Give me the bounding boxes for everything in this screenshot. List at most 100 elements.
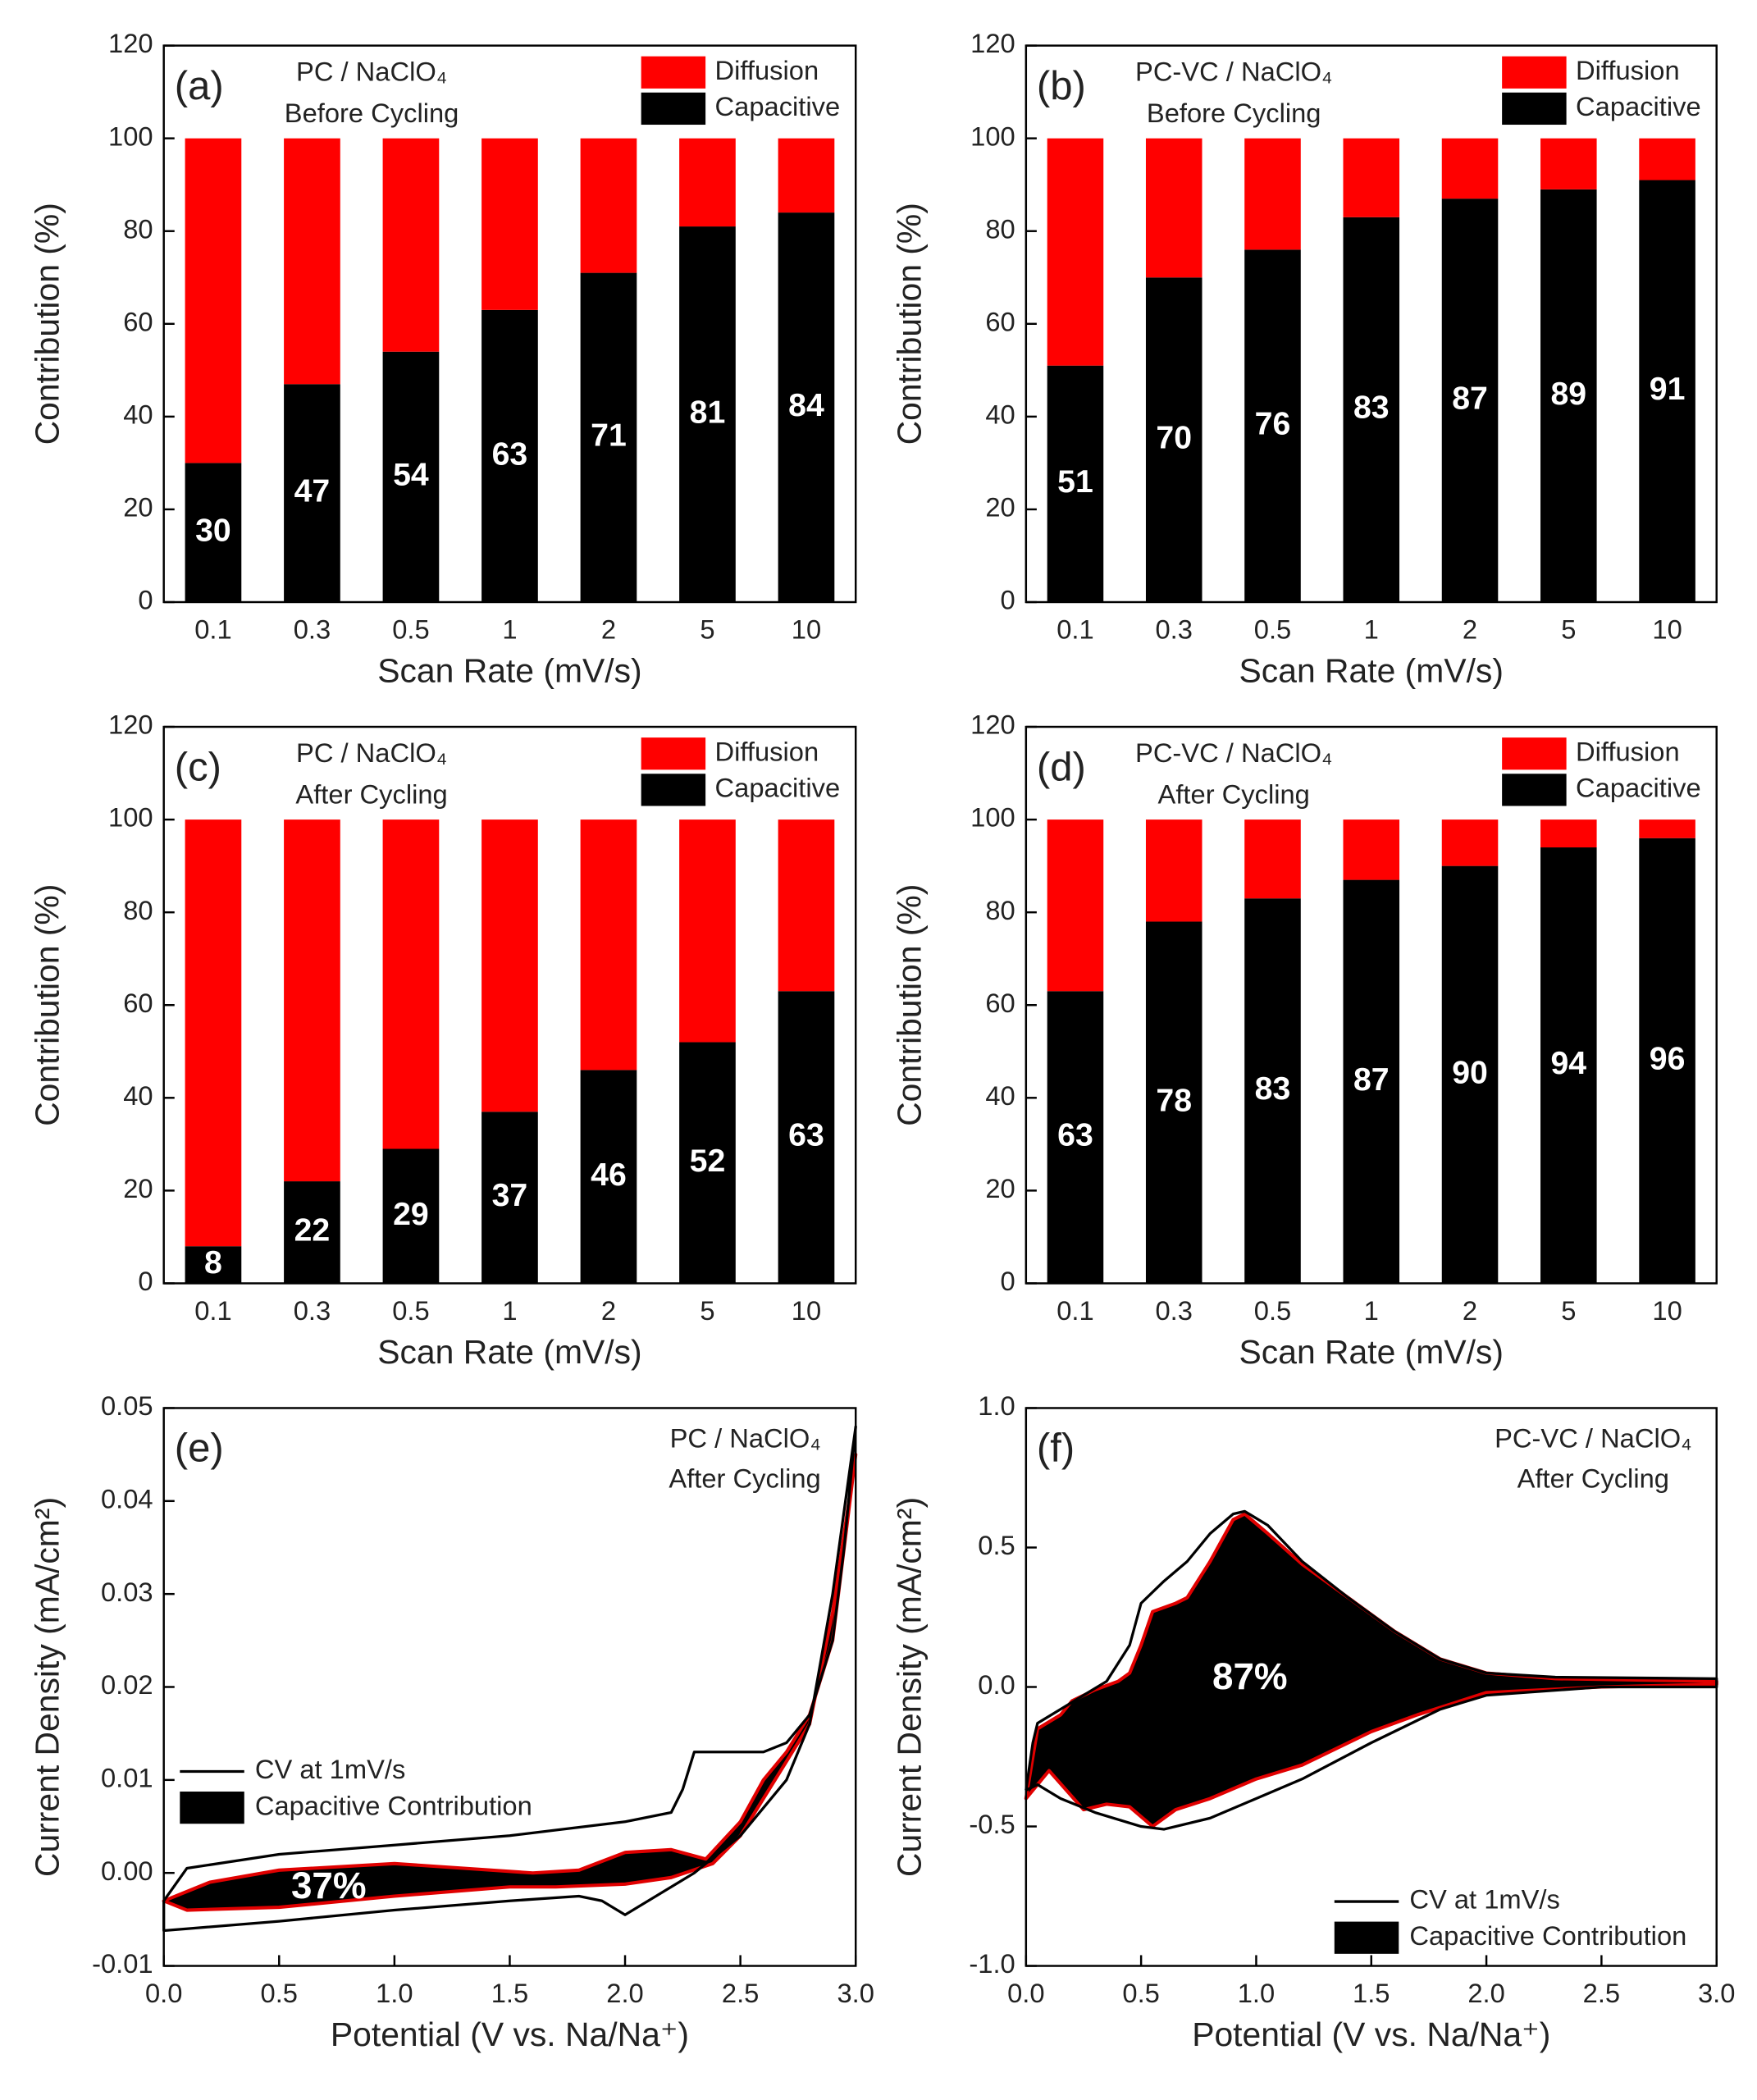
y-tick-label: 0.00 <box>101 1856 153 1886</box>
y-tick-label: 60 <box>123 988 153 1018</box>
panel-title: PC / NaClO₄ <box>670 1422 821 1453</box>
x-axis-label: Scan Rate (mV/s) <box>377 1333 641 1371</box>
y-tick-label: -0.01 <box>92 1948 153 1979</box>
bar-segment <box>1639 838 1695 1284</box>
x-tick-label: 1.0 <box>376 1978 413 2008</box>
x-tick-label: 2.0 <box>606 1978 643 2008</box>
cv-line <box>1025 1509 1718 1831</box>
y-tick-label: 60 <box>985 306 1015 336</box>
bar-segment <box>778 991 835 1284</box>
y-tick-label: 40 <box>985 399 1015 429</box>
data-label: 63 <box>788 1117 824 1153</box>
data-label: 54 <box>393 457 429 493</box>
bar-segment <box>679 226 736 602</box>
y-tick-label: 0 <box>138 1266 153 1296</box>
bar-segment <box>481 138 538 310</box>
panel-label: (f) <box>1037 1427 1075 1471</box>
bar-segment <box>580 272 637 602</box>
data-label: 29 <box>393 1196 429 1232</box>
x-tick-label: 1 <box>502 1295 517 1326</box>
y-tick-label: 0.5 <box>978 1530 1015 1560</box>
data-label: 87 <box>1452 380 1488 416</box>
data-label: 94 <box>1550 1045 1586 1081</box>
y-tick-label: 1.0 <box>978 1390 1015 1421</box>
legend-label: Capacitive Contribution <box>1409 1920 1686 1951</box>
legend-swatch <box>641 92 706 126</box>
legend-swatch <box>641 56 706 89</box>
legend-label: Diffusion <box>715 736 819 766</box>
x-tick-label: 2.5 <box>722 1978 759 2008</box>
legend-swatch <box>1334 1921 1399 1954</box>
bar-segment <box>1244 249 1301 602</box>
x-tick-label: 0.3 <box>294 1295 331 1326</box>
bar-segment <box>185 1246 242 1284</box>
data-label: 37 <box>492 1177 528 1213</box>
data-label: 47 <box>294 473 331 509</box>
panel-label: (c) <box>175 745 221 789</box>
bar-segment <box>679 819 736 1043</box>
y-tick-label: 0.05 <box>101 1390 153 1421</box>
panel-subtitle: Before Cycling <box>1147 98 1321 128</box>
legend-swatch <box>641 737 706 770</box>
bar-segment <box>481 309 538 602</box>
panel-title: PC-VC / NaClO₄ <box>1135 737 1332 768</box>
x-tick-label: 3.0 <box>837 1978 874 2008</box>
x-tick-label: 1.5 <box>1353 1978 1390 2008</box>
bar-segment <box>778 138 835 213</box>
bar-segment <box>1441 199 1499 602</box>
y-tick-label: -0.5 <box>969 1809 1015 1839</box>
bar-segment <box>185 138 242 463</box>
data-label: 63 <box>492 436 528 472</box>
y-tick-label: 20 <box>123 1173 153 1203</box>
data-label: 91 <box>1650 371 1686 407</box>
y-tick-label: 60 <box>985 988 1015 1018</box>
data-label: 83 <box>1353 390 1390 426</box>
x-tick-label: 2.5 <box>1583 1978 1620 2008</box>
bar-segment <box>382 819 440 1149</box>
data-label: 63 <box>1057 1117 1093 1153</box>
y-tick-label: 0.02 <box>101 1669 153 1700</box>
x-tick-label: 10 <box>792 1295 821 1326</box>
x-axis-label: Scan Rate (mV/s) <box>1239 651 1504 689</box>
y-tick-label: 100 <box>970 802 1015 833</box>
y-axis-label: Contribution (%) <box>891 203 929 445</box>
x-tick-label: 0.3 <box>1155 614 1192 645</box>
y-tick-label: -1.0 <box>969 1948 1015 1979</box>
y-tick-label: 80 <box>123 895 153 925</box>
legend-label: CV at 1mV/s <box>255 1754 405 1784</box>
bar-segment <box>481 819 538 1112</box>
bar-segment <box>1639 138 1695 180</box>
plot-frame <box>1025 725 1718 1285</box>
y-tick-label: 0 <box>1001 1266 1015 1296</box>
bar-segment <box>382 1148 440 1284</box>
legend-label: Diffusion <box>1576 736 1680 766</box>
legend-label: CV at 1mV/s <box>1409 1884 1559 1915</box>
legend-label: Capacitive <box>715 773 841 803</box>
bar-segment <box>1047 991 1104 1284</box>
data-label: 87 <box>1353 1061 1390 1098</box>
x-tick-label: 5 <box>1561 1295 1576 1326</box>
data-label: 81 <box>690 394 726 430</box>
data-label: 8 <box>204 1244 222 1281</box>
y-tick-label: 60 <box>123 306 153 336</box>
bar-segment <box>284 138 340 385</box>
panel-subtitle: After Cycling <box>295 779 447 810</box>
plot-frame <box>162 44 857 604</box>
x-tick-label: 5 <box>700 614 714 645</box>
y-tick-label: 100 <box>970 121 1015 151</box>
bar-segment <box>1047 819 1104 992</box>
y-axis-label: Contribution (%) <box>891 884 929 1126</box>
panel-subtitle: Before Cycling <box>285 98 459 128</box>
x-tick-label: 2 <box>601 1295 616 1326</box>
bar-segment <box>1441 819 1499 866</box>
y-tick-label: 20 <box>985 1173 1015 1203</box>
plot-frame <box>162 725 857 1285</box>
y-tick-label: 100 <box>108 802 153 833</box>
plot-frame <box>162 1407 857 1967</box>
y-tick-label: 120 <box>970 28 1015 58</box>
bar-segment <box>1145 921 1203 1284</box>
bar-segment <box>1639 819 1695 838</box>
legend-swatch <box>1502 774 1567 806</box>
y-tick-label: 40 <box>123 1080 153 1111</box>
